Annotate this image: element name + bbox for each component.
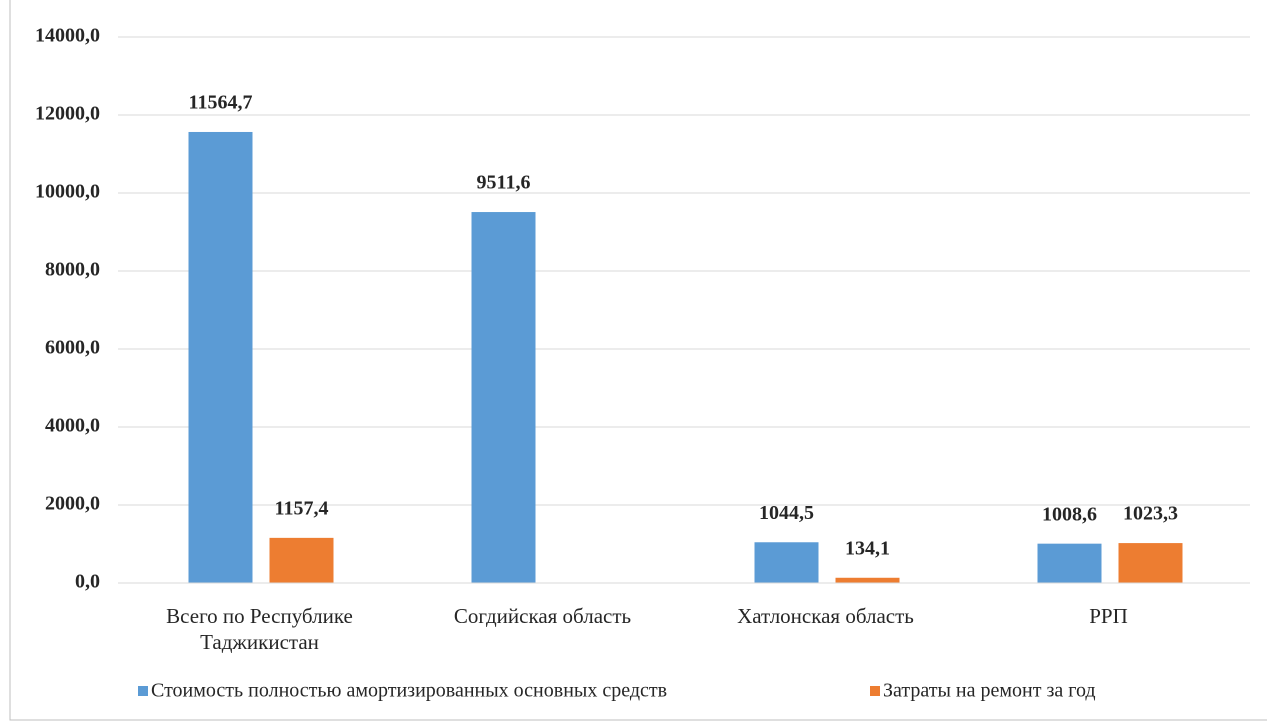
data-label: 11564,7 bbox=[189, 92, 253, 114]
bar bbox=[1037, 543, 1102, 583]
y-tick-label: 8000,0 bbox=[45, 259, 100, 281]
legend-swatch bbox=[870, 686, 880, 696]
x-tick-label: Согдийская область bbox=[453, 604, 632, 628]
bar bbox=[269, 537, 334, 583]
data-label: 1157,4 bbox=[275, 497, 329, 519]
chart-border bbox=[9, 0, 1267, 721]
bar bbox=[1118, 543, 1183, 583]
x-tick-label: Всего по Республике Таджикистан bbox=[166, 604, 353, 654]
bar bbox=[188, 131, 253, 584]
data-label: 9511,6 bbox=[477, 172, 531, 194]
data-label: 134,1 bbox=[845, 537, 890, 559]
y-tick-label: 4000,0 bbox=[45, 415, 100, 437]
y-tick-label: 10000,0 bbox=[35, 181, 100, 203]
y-tick-label: 14000,0 bbox=[35, 25, 100, 47]
bar bbox=[471, 212, 536, 583]
y-tick-label: 0,0 bbox=[75, 571, 100, 593]
data-label: 1023,3 bbox=[1123, 503, 1178, 525]
data-label: 1044,5 bbox=[759, 502, 814, 524]
x-tick-label: Хатлонская область bbox=[737, 604, 914, 628]
bar bbox=[754, 542, 819, 583]
legend-swatch bbox=[138, 686, 148, 696]
y-tick-label: 12000,0 bbox=[35, 103, 100, 125]
y-tick-label: 6000,0 bbox=[45, 337, 100, 359]
x-tick-label: РРП bbox=[1089, 604, 1128, 628]
data-label: 1008,6 bbox=[1042, 503, 1097, 525]
y-tick-label: 2000,0 bbox=[45, 493, 100, 515]
legend-label: Стоимость полностью амортизированных осн… bbox=[151, 680, 667, 702]
bar bbox=[835, 577, 900, 583]
legend-label: Затраты на ремонт за год bbox=[883, 680, 1096, 702]
